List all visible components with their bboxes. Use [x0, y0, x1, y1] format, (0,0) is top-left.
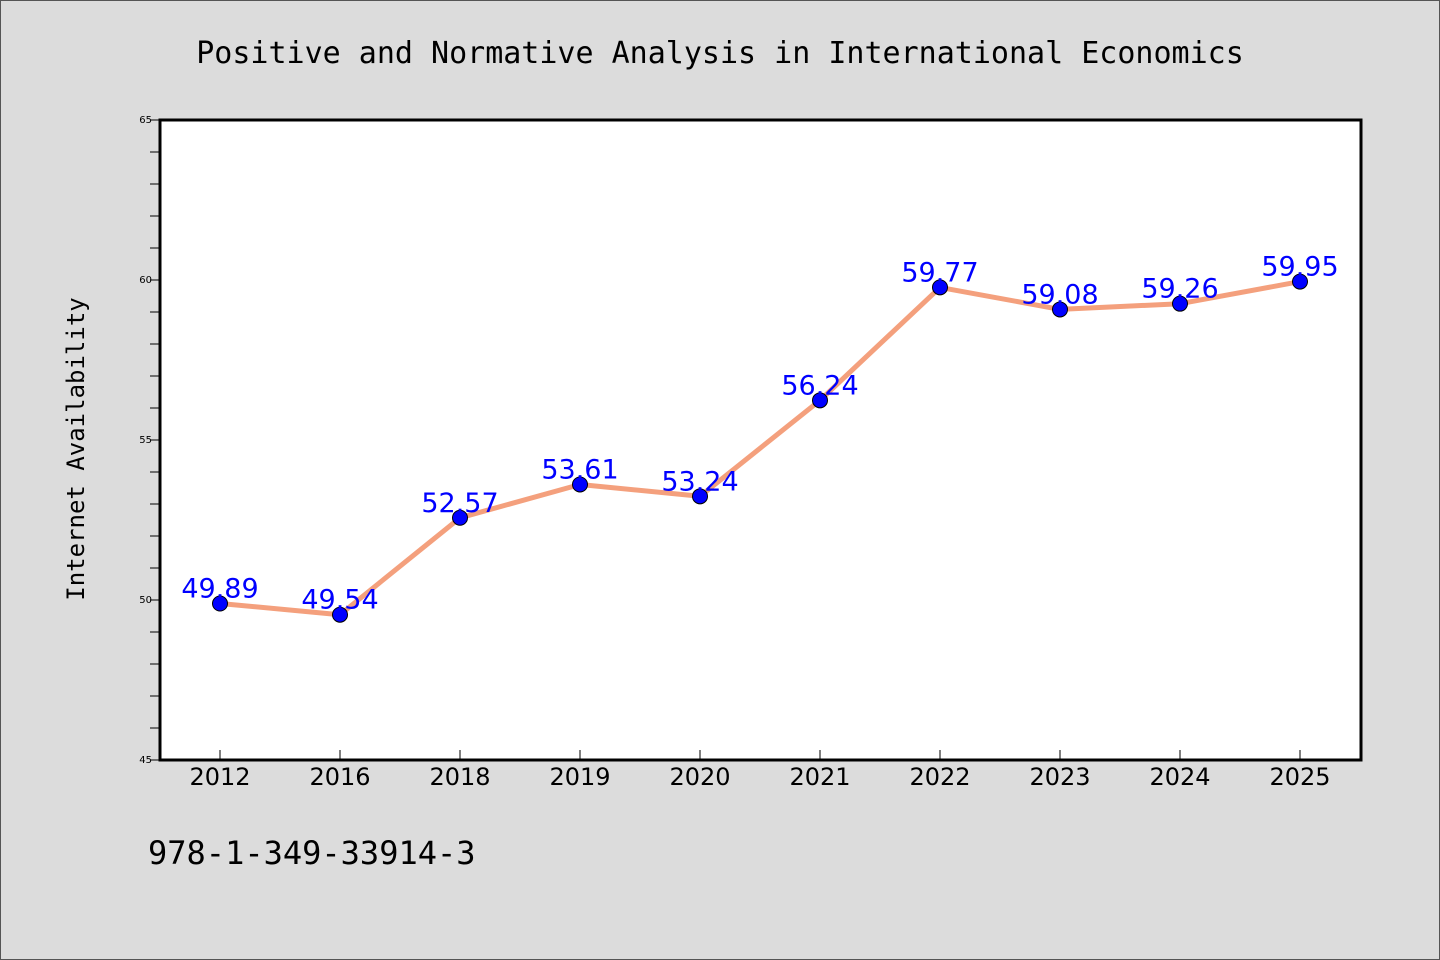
y-axis-label: Internet Availability — [62, 297, 90, 600]
data-point — [1292, 273, 1308, 290]
data-label: 49.89 — [181, 574, 258, 605]
data-label: 53.24 — [661, 466, 738, 497]
x-tick-label: 2023 — [1029, 763, 1090, 791]
x-tick-label: 2018 — [429, 763, 490, 791]
x-tick-label: 2024 — [1149, 763, 1210, 791]
y-tick-label: 55 — [139, 435, 152, 446]
data-label: 59.95 — [1261, 252, 1338, 283]
data-label: 56.24 — [781, 370, 858, 401]
x-tick-label: 2021 — [789, 763, 850, 791]
plot-area — [158, 118, 1363, 762]
data-markers — [212, 273, 1308, 623]
chart-title: Positive and Normative Analysis in Inter… — [196, 36, 1244, 71]
series-line — [219, 279, 1301, 618]
data-point — [572, 476, 588, 493]
y-tick-label: 45 — [139, 755, 152, 766]
y-tick-label: 50 — [139, 595, 152, 606]
isbn-footer: 978-1-349-33914-3 — [148, 834, 476, 872]
data-point — [1172, 295, 1188, 312]
data-point — [692, 488, 708, 505]
x-tick-label: 2016 — [309, 763, 370, 791]
data-point — [1052, 301, 1068, 318]
data-point — [932, 279, 948, 296]
data-labels: 49.89 49.54 52.57 53.61 53.24 56.24 59.77 59.08… — [181, 252, 1338, 616]
x-tick-label: 2012 — [189, 763, 250, 791]
data-point — [212, 595, 228, 612]
x-axis-ticks: 2012 2016 2018 2019 2020 2021 2022 2023 2024 2025 — [189, 750, 1331, 791]
data-point — [452, 509, 468, 526]
x-tick-label: 2022 — [909, 763, 970, 791]
x-tick-label: 2019 — [549, 763, 610, 791]
data-label: 59.26 — [1141, 274, 1218, 305]
y-tick-label: 65 — [139, 115, 152, 126]
y-tick-label: 60 — [139, 275, 152, 286]
data-label: 59.08 — [1021, 279, 1098, 310]
x-tick-label: 2025 — [1269, 763, 1330, 791]
y-axis-ticks: 45 50 55 60 65 — [139, 115, 160, 766]
data-point — [332, 606, 348, 623]
x-tick-label: 2020 — [669, 763, 730, 791]
data-label: 49.54 — [301, 585, 378, 616]
data-label: 59.77 — [901, 257, 978, 288]
data-point — [812, 392, 828, 409]
data-label: 53.61 — [541, 454, 618, 485]
data-label: 52.57 — [421, 488, 498, 519]
